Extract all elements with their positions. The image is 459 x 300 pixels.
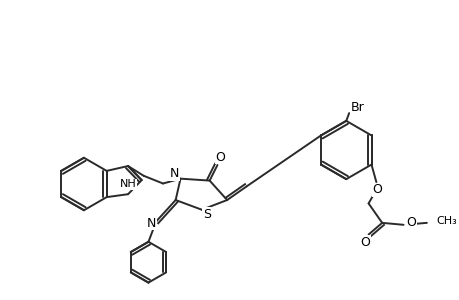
Text: S: S	[202, 208, 210, 221]
Text: O: O	[360, 236, 370, 249]
Text: NH: NH	[119, 179, 136, 190]
Text: O: O	[372, 183, 381, 196]
Text: N: N	[170, 167, 179, 180]
Text: O: O	[405, 216, 415, 230]
Text: N: N	[146, 217, 156, 230]
Text: Br: Br	[350, 101, 364, 114]
Text: CH₃: CH₃	[436, 216, 456, 226]
Text: O: O	[215, 151, 225, 164]
